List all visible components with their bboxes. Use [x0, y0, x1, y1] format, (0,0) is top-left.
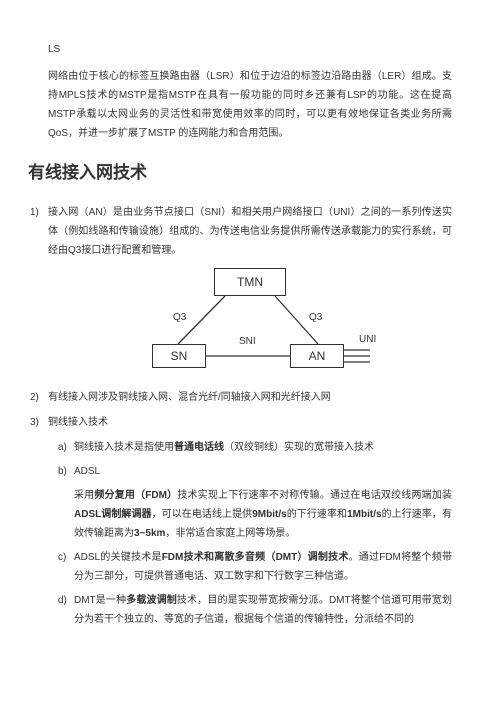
item-3-body: 铜线接入技术 — [48, 413, 452, 432]
item-2: 2) 有线接入网涉及铜线接入网、混合光纤/同轴接入网和光纤接入网 — [48, 388, 452, 407]
bp11: ，非常适合家庭上网等场景。 — [165, 528, 295, 539]
bp3: 技术实现上下行速率不对称传输。通过在电话双绞线两端加装 — [177, 490, 452, 501]
label-uni: UNI — [358, 330, 377, 349]
bp6: 9Mbit/s — [252, 509, 286, 520]
node-an: AN — [290, 344, 344, 368]
d1: DMT是一种 — [74, 595, 126, 606]
sub-a: a) 铜线接入技术是指使用普通电话线（双绞铜线）实现的宽带接入技术 — [58, 438, 452, 457]
network-diagram: TMN SN AN Q3 Q3 SNI UNI — [130, 268, 370, 378]
item-1-mark: 1) — [30, 203, 48, 260]
bp10: 3~5km — [134, 528, 165, 539]
sub-a-body: 铜线接入技术是指使用普通电话线（双绞铜线）实现的宽带接入技术 — [74, 438, 452, 457]
node-tmn: TMN — [214, 268, 286, 296]
sub-c-mark: c) — [58, 548, 74, 586]
item-1: 1) 接入网（AN）是由业务节点接口（SNI）和相关用户网络接口（UNI）之间的… — [48, 203, 452, 260]
label-q3-right: Q3 — [308, 308, 323, 327]
section-title: 有线接入网技术 — [28, 157, 452, 189]
sub-c: c) ADSL的关键技术是FDM技术和离散多音频（DMT）调制技术。通过FDM将… — [58, 548, 452, 586]
sub-d-body: DMT是一种多载波调制技术，目的是实现带宽按需分派。DMT将整个信道可用带宽划分… — [74, 591, 452, 629]
sub-a-mark: a) — [58, 438, 74, 457]
item-2-body: 有线接入网涉及铜线接入网、混合光纤/同轴接入网和光纤接入网 — [48, 388, 452, 407]
bp2: 频分复用（FDM） — [94, 490, 177, 501]
bp1: 采用 — [74, 490, 94, 501]
item-3-mark: 3) — [30, 413, 48, 432]
node-sn: SN — [152, 344, 206, 368]
sub-b-para: 采用频分复用（FDM）技术实现上下行速率不对称传输。通过在电话双绞线两端加装 AD… — [74, 486, 452, 543]
ls-label: LS — [48, 40, 452, 59]
label-q3-left: Q3 — [172, 308, 187, 327]
c2: FDM技术和离散多音频（DMT）调制技术 — [162, 552, 349, 563]
bp5: ，可以在电话线上提供 — [152, 509, 253, 520]
item-3: 3) 铜线接入技术 — [48, 413, 452, 432]
sub-c-body: ADSL的关键技术是FDM技术和离散多音频（DMT）调制技术。通过FDM将整个频… — [74, 548, 452, 586]
label-sni: SNI — [238, 332, 257, 351]
sub-a-post: （双绞铜线）实现的宽带接入技术 — [224, 442, 374, 453]
bp7: 的下行速率和 — [287, 509, 347, 520]
sub-a-pre: 铜线接入技术是指使用 — [74, 442, 174, 453]
bp8: 1Mbit/s — [347, 509, 381, 520]
item-1-body: 接入网（AN）是由业务节点接口（SNI）和相关用户网络接口（UNI）之间的一系列… — [48, 203, 452, 260]
intro-paragraph: 网络由位于核心的标签互换路由器（LSR）和位于边沿的标签边沿路由器（LER）组成… — [48, 67, 452, 143]
c1: ADSL的关键技术是 — [74, 552, 162, 563]
sub-d-mark: d) — [58, 591, 74, 629]
item-2-mark: 2) — [30, 388, 48, 407]
bp4: ADSL调制解调器 — [74, 509, 152, 520]
sub-b: b) ADSL — [58, 462, 452, 481]
sub-b-body: ADSL — [74, 462, 452, 481]
d2: 多载波调制 — [126, 595, 177, 606]
sub-a-bold: 普通电话线 — [174, 442, 224, 453]
sub-d: d) DMT是一种多载波调制技术，目的是实现带宽按需分派。DMT将整个信道可用带… — [58, 591, 452, 629]
sub-b-mark: b) — [58, 462, 74, 481]
